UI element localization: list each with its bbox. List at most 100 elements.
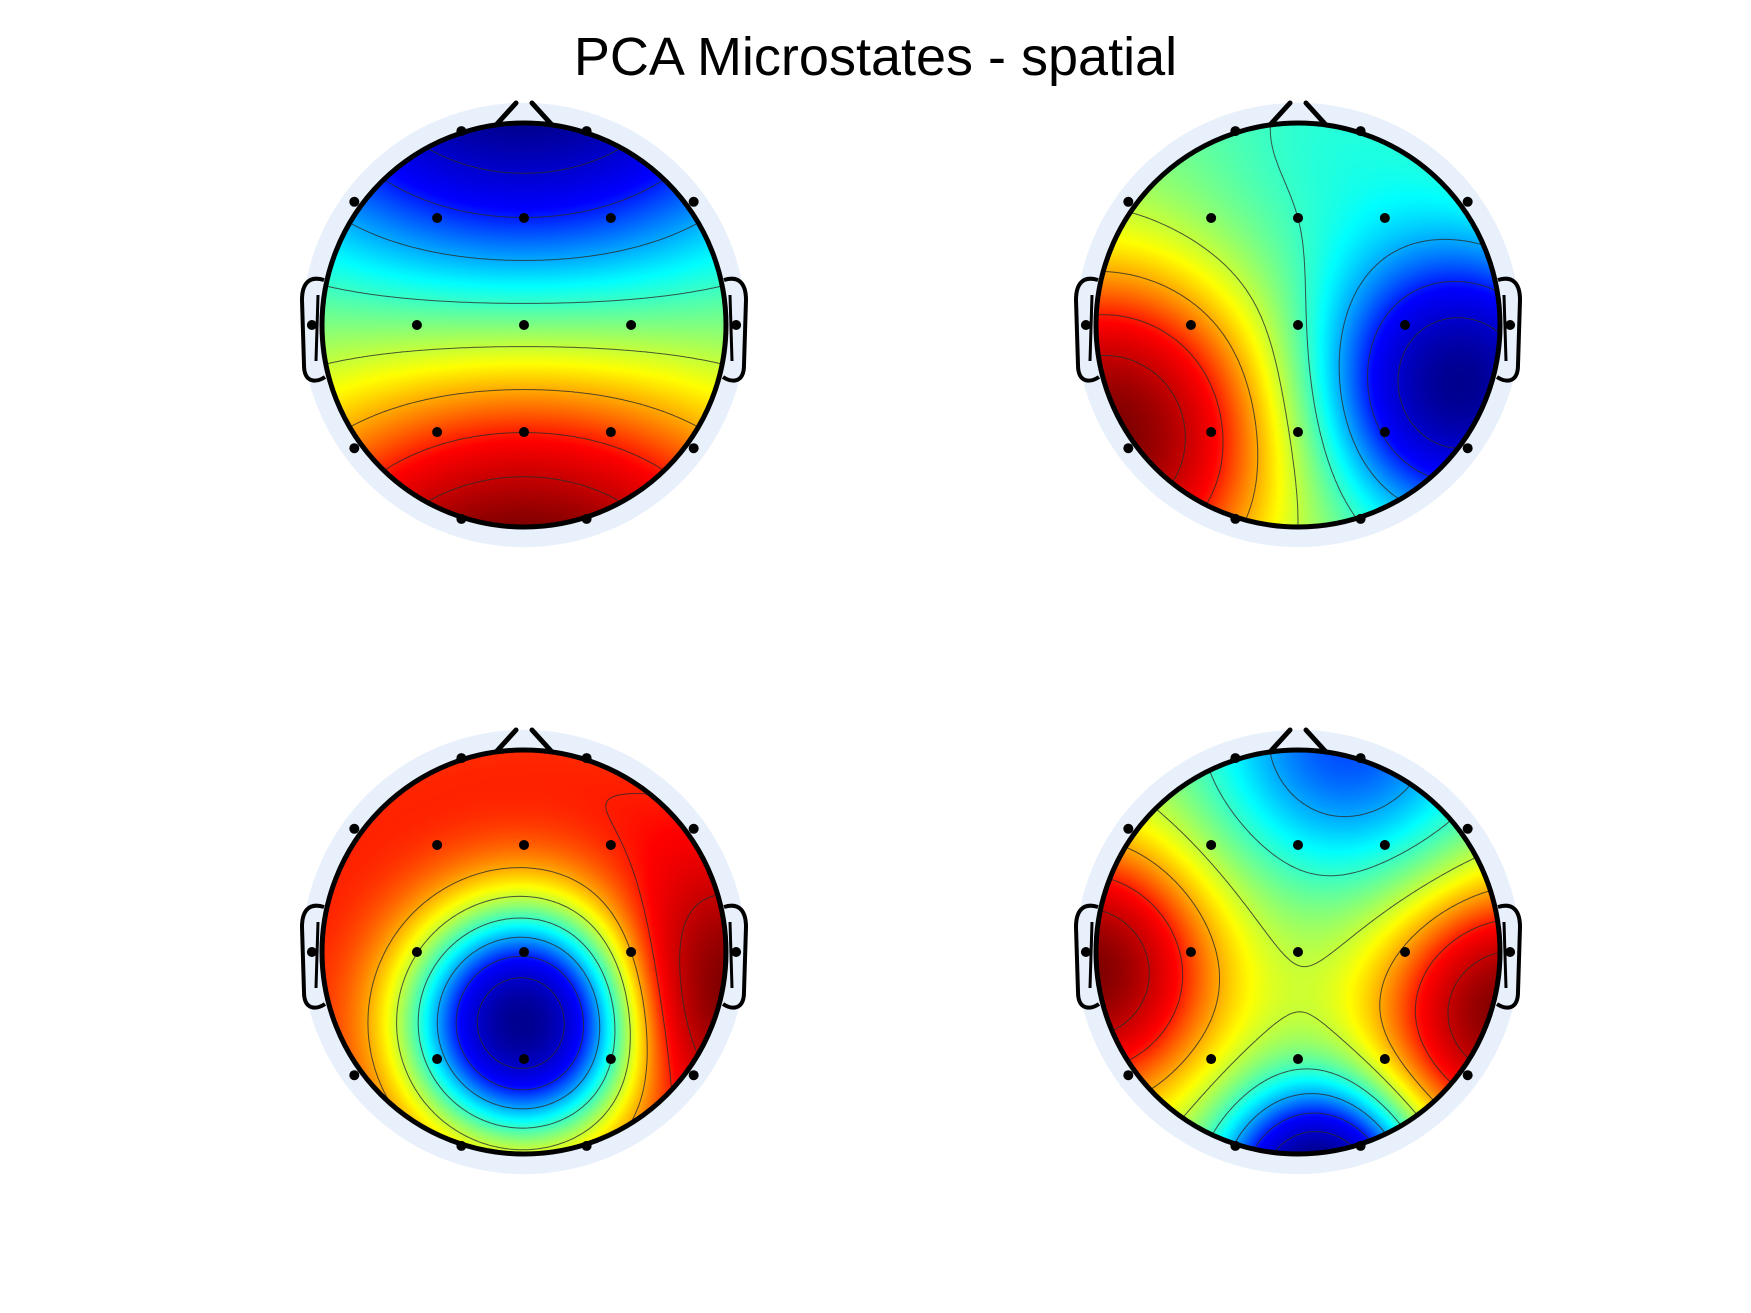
electrode-marker — [1206, 212, 1217, 223]
electrode-marker — [1293, 212, 1303, 223]
head-outline — [319, 747, 729, 1157]
electrode-marker — [306, 320, 317, 330]
electrode-marker — [519, 839, 529, 850]
electrode-marker — [1379, 1054, 1390, 1065]
right-ear-inner — [728, 294, 734, 362]
electrode-marker — [731, 320, 742, 330]
left-ear-inner — [314, 921, 320, 989]
electrode-marker — [1355, 753, 1366, 764]
electrode-marker — [1080, 947, 1091, 957]
electrode-marker — [581, 513, 592, 524]
electrode-marker — [1400, 320, 1411, 330]
electrode-marker — [605, 1054, 616, 1065]
electrode-marker — [1230, 126, 1241, 137]
electrode-marker — [1462, 1070, 1473, 1081]
right-ear-outline — [721, 276, 749, 383]
electrode-marker — [349, 1070, 360, 1081]
nose-outline — [493, 727, 555, 755]
electrode-marker — [1230, 1140, 1241, 1151]
left-ear-inner — [1088, 294, 1094, 362]
electrode-marker — [1206, 839, 1217, 850]
electrode-marker — [1379, 212, 1390, 223]
electrode-marker — [1293, 427, 1303, 438]
electrode-marker — [519, 947, 529, 957]
electrode-marker — [1206, 1054, 1217, 1065]
electrode-marker — [1355, 513, 1366, 524]
electrode-marker — [1355, 126, 1366, 137]
electrode-marker — [432, 839, 443, 850]
electrode-marker — [1379, 427, 1390, 438]
electrode-marker — [349, 823, 360, 834]
electrode-marker — [1462, 196, 1473, 207]
electrode-marker — [519, 212, 529, 223]
electrode-marker — [1505, 320, 1516, 330]
electrode-marker — [1123, 823, 1134, 834]
electrode-marker — [349, 443, 360, 454]
electrode-marker — [1185, 320, 1196, 330]
topomap-1 — [299, 100, 749, 548]
contour-lines — [367, 793, 726, 1154]
electrode-marker — [1400, 947, 1411, 957]
nose-outline — [1267, 727, 1329, 755]
electrode-marker — [688, 443, 699, 454]
electrode-marker — [1355, 1140, 1366, 1151]
electrode-marker — [1293, 1054, 1303, 1065]
electrode-marker — [626, 320, 637, 330]
electrode-marker — [1505, 947, 1516, 957]
electrode-marker — [456, 513, 467, 524]
electrode-marker — [456, 753, 467, 764]
electrode-marker — [349, 196, 360, 207]
electrode-marker — [1123, 1070, 1134, 1081]
left-ear-outline — [1073, 903, 1101, 1010]
electrode-marker — [688, 1070, 699, 1081]
electrode-marker — [1185, 947, 1196, 957]
right-ear-inner — [728, 921, 734, 989]
left-ear-outline — [299, 276, 327, 383]
electrode-marker — [1230, 513, 1241, 524]
left-ear-outline — [1073, 276, 1101, 383]
head-outline — [1093, 747, 1503, 1157]
electrode-marker — [456, 1140, 467, 1151]
right-ear-outline — [1495, 276, 1523, 383]
electrode-marker — [1206, 427, 1217, 438]
electrode-marker — [1379, 839, 1390, 850]
left-ear-outline — [299, 903, 327, 1010]
electrode-marker — [581, 126, 592, 137]
electrode-marker — [605, 212, 616, 223]
electrode-marker — [581, 1140, 592, 1151]
electrode-marker — [1230, 753, 1241, 764]
electrode-marker — [1123, 196, 1134, 207]
head-outline — [319, 120, 729, 530]
electrode-marker — [519, 427, 529, 438]
electrode-marker — [626, 947, 637, 957]
left-ear-inner — [314, 294, 320, 362]
electrode-marker — [1293, 947, 1303, 957]
electrode-marker — [456, 126, 467, 137]
topomap-3 — [299, 727, 749, 1175]
electrode-marker — [688, 823, 699, 834]
electrode-marker — [1293, 320, 1303, 330]
nose-outline — [493, 100, 555, 128]
electrode-marker — [1293, 839, 1303, 850]
right-ear-inner — [1502, 921, 1508, 989]
topomap-2 — [1073, 100, 1523, 548]
figure-title: PCA Microstates - spatial — [573, 27, 1178, 87]
electrode-marker — [605, 427, 616, 438]
left-ear-inner — [1088, 921, 1094, 989]
right-ear-inner — [1502, 294, 1508, 362]
electrode-marker — [1123, 443, 1134, 454]
electrode-marker — [688, 196, 699, 207]
electrode-marker — [581, 753, 592, 764]
electrode-marker — [1462, 443, 1473, 454]
electrode-marker — [605, 839, 616, 850]
electrode-marker — [1462, 823, 1473, 834]
electrode-marker — [306, 947, 317, 957]
electrode-marker — [731, 947, 742, 957]
right-ear-outline — [1495, 903, 1523, 1010]
electrode-marker — [411, 320, 422, 330]
electrode-marker — [432, 427, 443, 438]
electrode-marker — [411, 947, 422, 957]
electrode-marker — [519, 320, 529, 330]
electrode-marker — [1080, 320, 1091, 330]
